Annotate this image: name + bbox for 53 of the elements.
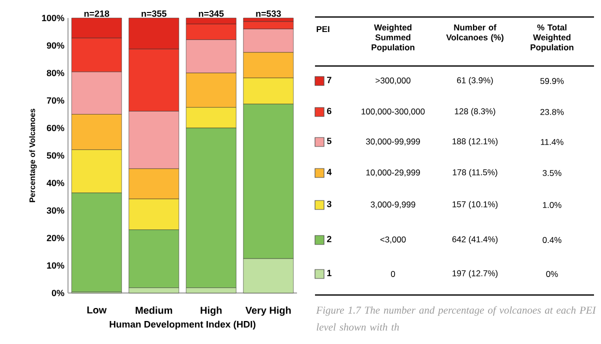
legend-title: PEI (316, 26, 330, 32)
legend-label: 5 (326, 138, 332, 144)
text: <3,000 (380, 236, 406, 244)
text: 0 (390, 271, 396, 277)
x-tick-label: High (200, 306, 222, 316)
y-tick-label: 20% (46, 234, 64, 242)
text: 178 (11.5%) (452, 169, 498, 177)
x-tick-label: Medium (136, 306, 172, 314)
y-tick-label: 80% (46, 70, 64, 76)
legend-label: 3 (326, 200, 332, 208)
text: 59.9% (540, 78, 564, 84)
text: 3.5% (542, 170, 562, 176)
annotation: n=355 (142, 10, 166, 17)
text: 0.4% (542, 237, 562, 243)
y-tick-label: 60% (46, 124, 64, 132)
legend-label: 1 (327, 270, 332, 276)
text: 2 (327, 236, 332, 242)
caption: Figure 1.7 The number and percentage of volcanoes at each PEI level shown with th (316, 306, 596, 331)
annotation: n=533 (256, 10, 281, 17)
text: 642 (41.4%) (452, 236, 498, 244)
text: Number of Volcanoes (%) (446, 24, 504, 42)
annotation: n=345 (198, 10, 224, 17)
x-tick-label: Low (87, 306, 107, 314)
y-tick-label: 50% (46, 152, 64, 159)
text: 11.4% (540, 139, 564, 145)
text: 188 (12.1%) (452, 138, 498, 146)
y-tick-label: 90% (46, 42, 64, 49)
text: 61 (3.9%) (457, 77, 493, 85)
text: 157 (10.1%) (452, 201, 498, 209)
x-axis-title: Human Development Index (HDI) (110, 320, 256, 330)
text: 30,000-99,999 (366, 138, 420, 146)
text: % Total Weighted Population (530, 24, 574, 52)
legend-label: 4 (326, 168, 332, 176)
text: 0% (546, 271, 558, 277)
y-tick-label: 70% (46, 97, 64, 104)
y-tick-label: 10% (47, 262, 64, 269)
text: 3,000-9,999 (370, 202, 416, 208)
text: 128 (8.3%) (454, 108, 496, 116)
text: 197 (12.7%) (452, 270, 498, 278)
annotation: n=218 (84, 10, 110, 17)
text: Weighted Summed Population (372, 24, 414, 52)
y-tick-label: 0% (52, 290, 64, 296)
y-tick-label: 100% (42, 14, 64, 22)
text: 100,000-300,000 (362, 108, 425, 116)
text: 23.8% (540, 109, 564, 115)
y-tick-label: 40% (46, 180, 64, 186)
x-tick-label: Very High (245, 306, 291, 316)
text: 1.0% (542, 202, 562, 208)
legend-label: 7 (327, 76, 332, 84)
text: >300,000 (376, 78, 410, 84)
text: 10,000-29,999 (366, 170, 420, 176)
y-tick-label: 30% (46, 207, 64, 214)
legend-label: 6 (327, 108, 332, 114)
